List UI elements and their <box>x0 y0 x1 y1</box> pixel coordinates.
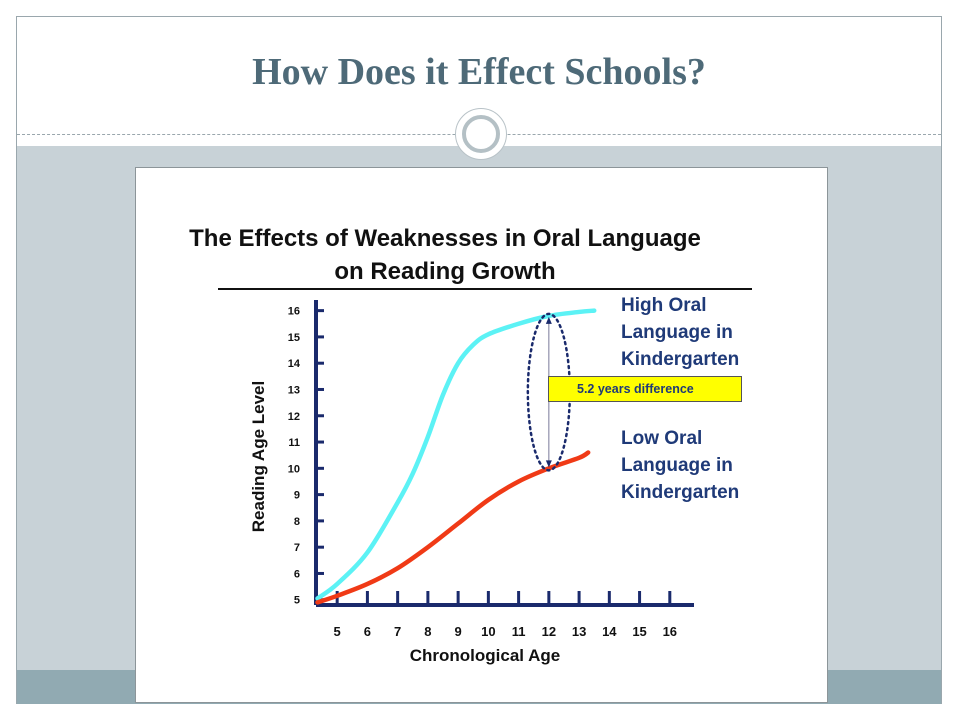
legend-high-line-2: Language in <box>621 322 733 343</box>
legend-low-line-1: Low Oral <box>621 428 703 449</box>
x-axis-title: Chronological Age <box>410 646 561 665</box>
chart-title-line-2: on Reading Growth <box>334 258 556 285</box>
x-tick-label: 13 <box>572 624 586 639</box>
x-tick-label: 10 <box>481 624 495 639</box>
legend-high-line-1: High Oral <box>621 295 707 316</box>
y-tick-label: 15 <box>288 332 300 344</box>
arrow-head-up <box>545 316 552 324</box>
y-tick-label: 6 <box>294 568 300 580</box>
y-axis-title: Reading Age Level <box>249 381 268 532</box>
y-tick-label: 13 <box>288 384 300 396</box>
arrow-head-down <box>545 460 552 468</box>
x-tick-label: 7 <box>394 624 401 639</box>
x-tick-label: 15 <box>632 624 646 639</box>
x-tick-label: 8 <box>424 624 431 639</box>
x-tick-label: 5 <box>334 624 341 639</box>
slide-title: How Does it Effect Schools? <box>252 51 706 93</box>
x-tick-label: 14 <box>602 624 617 639</box>
x-tick-label: 12 <box>542 624 556 639</box>
x-tick-label: 16 <box>663 624 677 639</box>
legend-low-oral: Low Oral Language in Kindergarten <box>621 425 739 506</box>
line-chart: 5 6 7 8 9 10 11 12 13 14 15 16 5 6 7 8 9 10 11 12 13 14 15 16 Ch… <box>218 288 752 665</box>
legend-low-line-3: Kindergarten <box>621 482 740 503</box>
y-tick-label: 12 <box>288 411 300 423</box>
chart-title-line-1: The Effects of Weaknesses in Oral Langua… <box>189 225 701 252</box>
legend-low-line-2: Language in <box>621 455 733 476</box>
y-tick-label: 10 <box>288 463 300 475</box>
circle-ornament-icon <box>455 108 507 160</box>
series-line-low-oral <box>315 450 591 605</box>
y-tick-label: 16 <box>288 306 300 318</box>
x-tick-label: 6 <box>364 624 371 639</box>
difference-callout: 5.2 years difference <box>548 376 742 402</box>
x-tick-label: 9 <box>455 624 462 639</box>
series-line-high-oral <box>315 308 597 601</box>
y-tick-label: 14 <box>288 358 301 370</box>
y-tick-label: 5 <box>294 595 300 607</box>
chart-image: The Effects of Weaknesses in Oral Langua… <box>135 167 828 703</box>
legend-high-oral: High Oral Language in Kindergarten <box>621 292 739 373</box>
y-tick-label: 7 <box>294 542 300 554</box>
y-tick-label: 8 <box>294 516 300 528</box>
x-tick-label: 11 <box>512 624 526 639</box>
y-tick-label: 9 <box>294 490 300 502</box>
chart-title: The Effects of Weaknesses in Oral Langua… <box>136 222 754 288</box>
legend-high-line-3: Kindergarten <box>621 349 740 370</box>
y-tick-label: 11 <box>288 437 300 449</box>
